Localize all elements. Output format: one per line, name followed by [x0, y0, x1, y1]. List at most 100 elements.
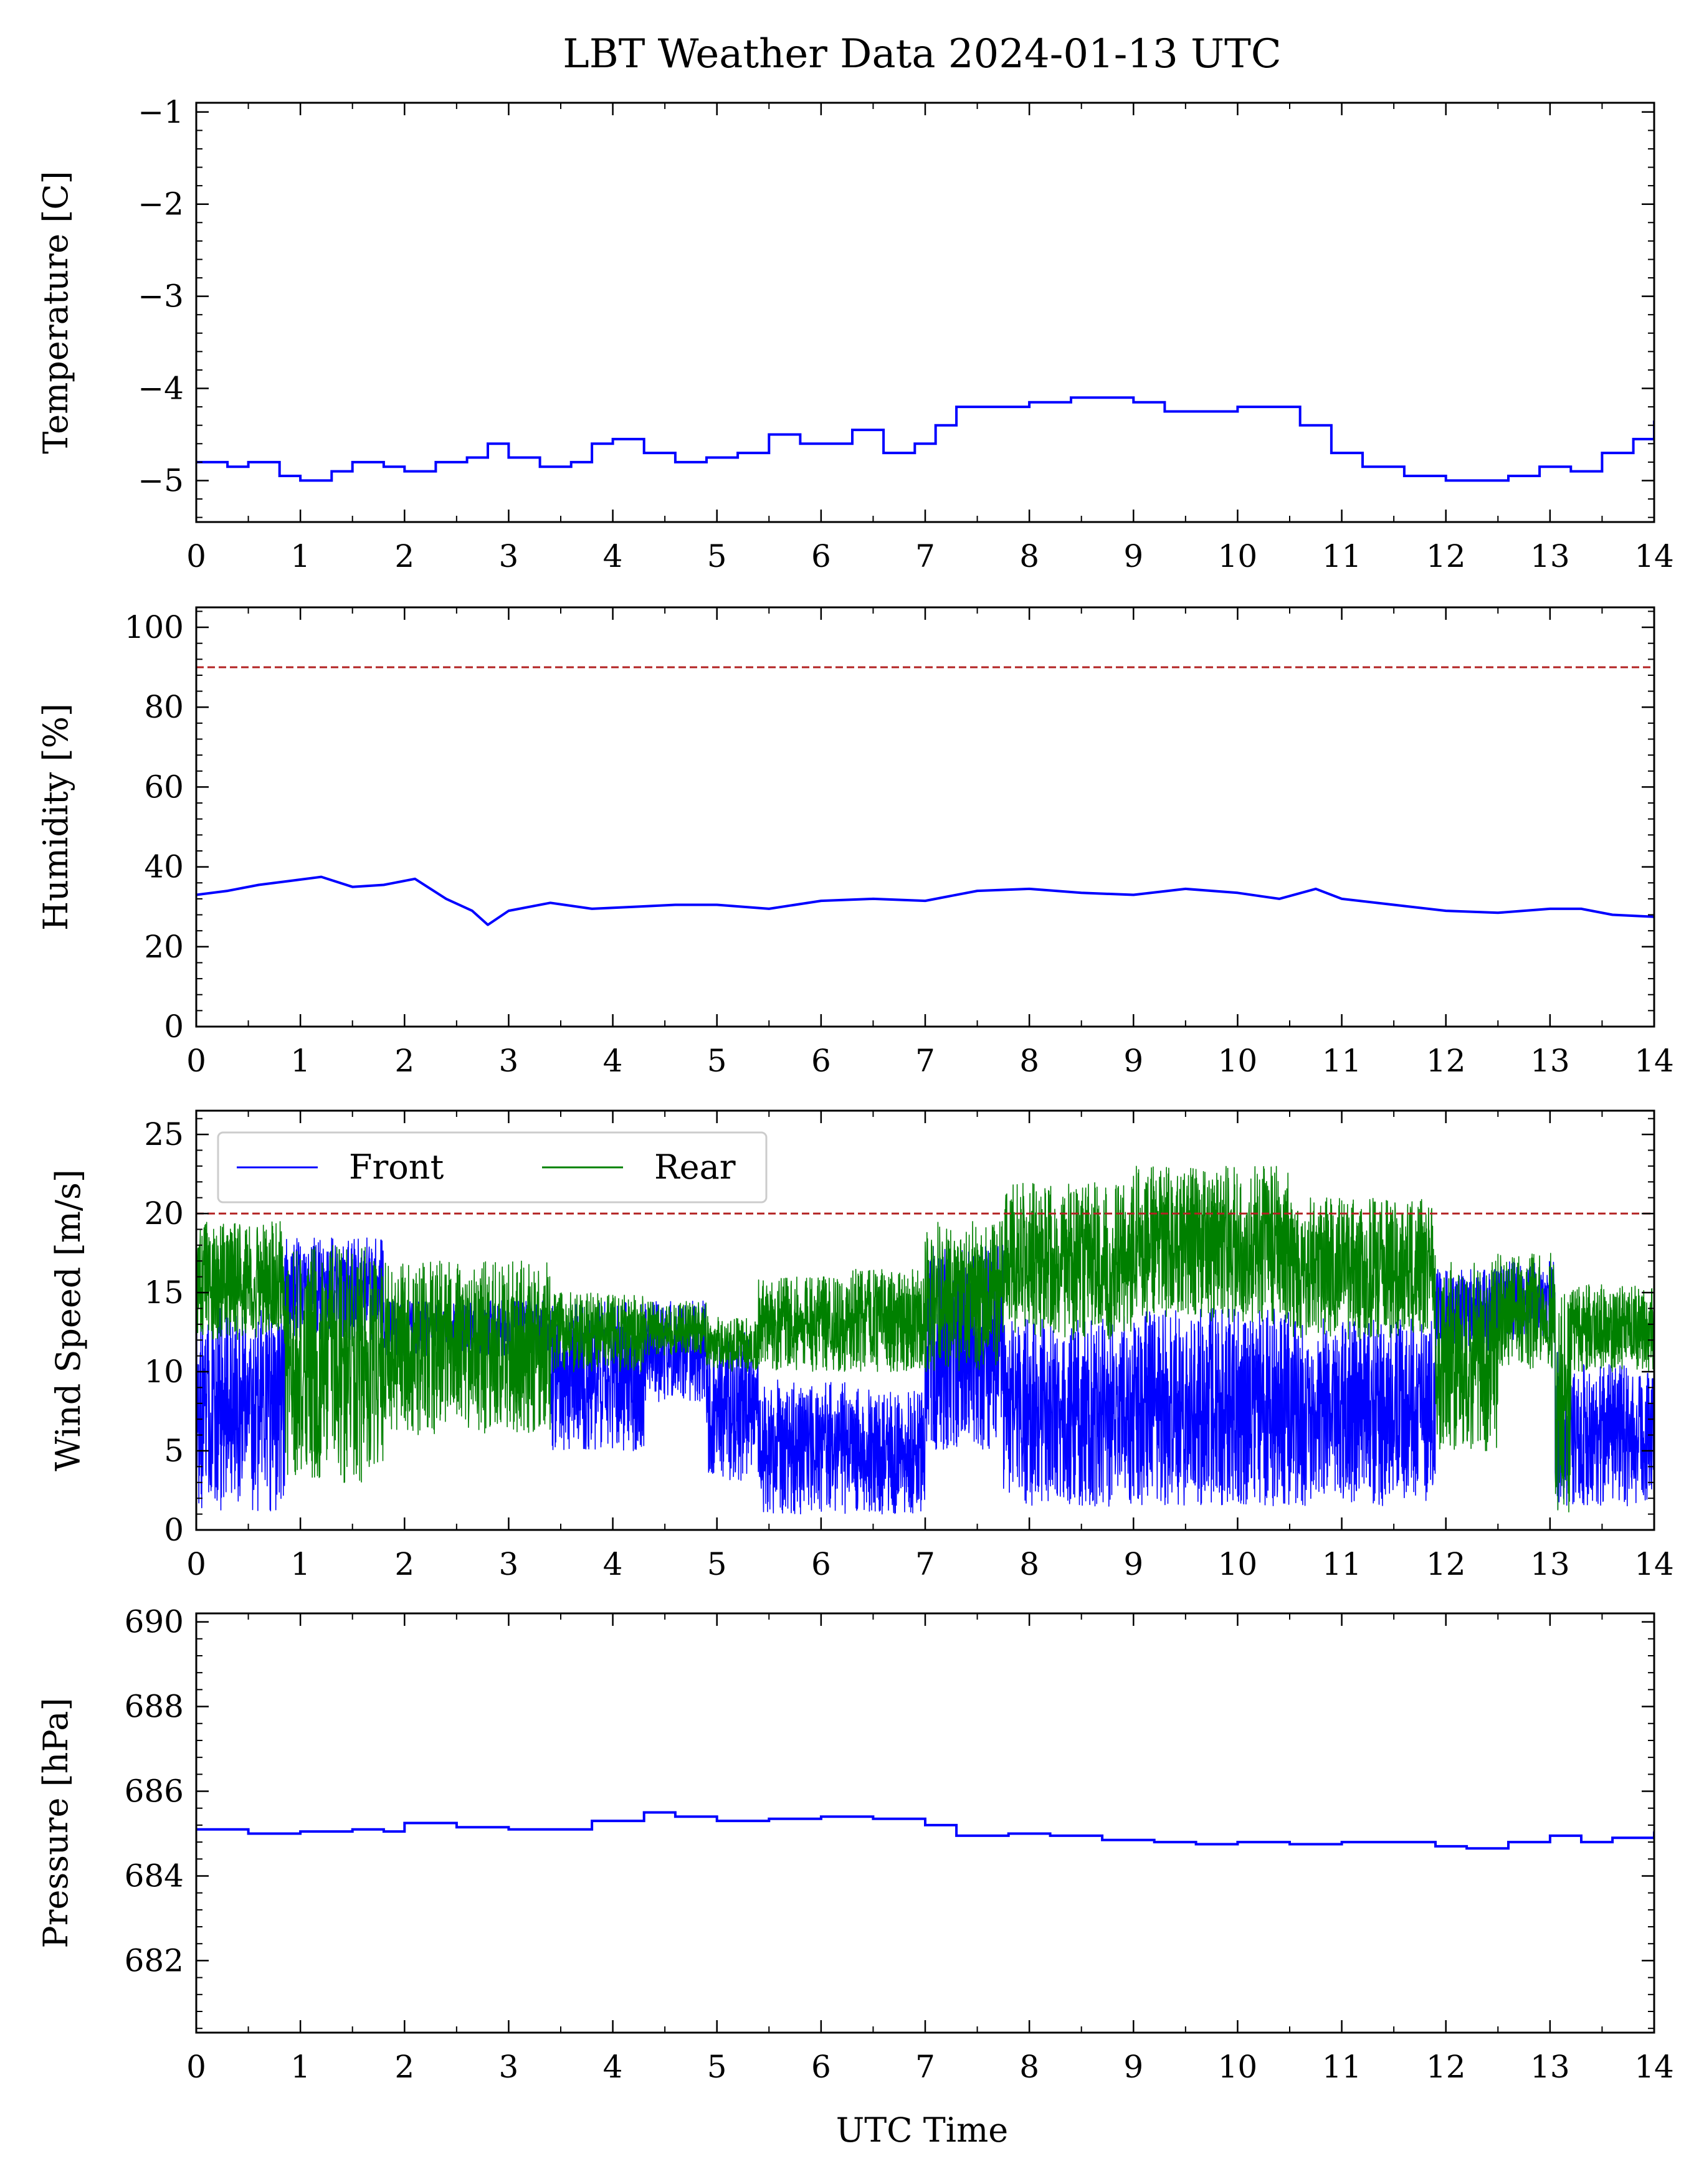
y-tick-label: 688: [125, 1689, 184, 1725]
y-tick-label: 5: [164, 1433, 184, 1469]
x-tick-label: 9: [1123, 2049, 1143, 2085]
x-tick-label: 7: [915, 2049, 935, 2085]
x-tick-label: 1: [290, 1546, 310, 1582]
y-tick-label: −5: [138, 462, 184, 498]
panels-group: 0 1 2 3 4 5 6 7 8 9 10 11 12 13 14−5−4−3−2−1Temperatur…: [36, 94, 1674, 2085]
y-tick-label: 60: [144, 769, 184, 805]
x-tick-label: 2: [394, 1546, 414, 1582]
y-axis-title: Temperature [C]: [36, 171, 75, 453]
legend-front-label: Front: [349, 1147, 444, 1187]
x-tick-label: 6: [811, 1043, 831, 1079]
x-tick-label: 13: [1530, 1043, 1570, 1079]
plot-area: [196, 1811, 1654, 1850]
y-tick-label: 684: [125, 1858, 184, 1894]
series-rear-line: [196, 1166, 1654, 1512]
x-axis-title: UTC Time: [836, 2110, 1008, 2150]
y-tick-label: −2: [138, 186, 184, 222]
series-line-line: [196, 875, 1654, 926]
plot-area: [196, 1166, 1654, 1515]
x-tick-label: 0: [186, 2049, 206, 2085]
x-tick-label: 14: [1634, 2049, 1674, 2085]
y-tick-label: 10: [144, 1354, 184, 1390]
series-line-line: [196, 1811, 1654, 1850]
x-tick-label: 3: [499, 538, 519, 574]
y-tick-label: −3: [138, 278, 184, 315]
x-tick-label: 9: [1123, 1043, 1143, 1079]
x-tick-label: 8: [1019, 2049, 1039, 2085]
y-tick-label: 20: [144, 1195, 184, 1232]
x-tick-label: 11: [1322, 538, 1362, 574]
panel-2: 0 1 2 3 4 5 6 7 8 9 10 11 12 13 14020406080100Humidity…: [36, 606, 1674, 1079]
x-tick-label: 13: [1530, 1546, 1570, 1582]
x-tick-label: 7: [915, 538, 935, 574]
x-tick-label: 14: [1634, 538, 1674, 574]
x-tick-label: 11: [1322, 1043, 1362, 1079]
y-tick-label: 0: [164, 1512, 184, 1548]
x-tick-label: 13: [1530, 538, 1570, 574]
y-tick-label: −4: [138, 371, 184, 407]
x-tick-label: 12: [1426, 1546, 1466, 1582]
x-tick-label: 5: [707, 1043, 727, 1079]
panel-1: 0 1 2 3 4 5 6 7 8 9 10 11 12 13 14−5−4−3−2−1Temperatur…: [36, 94, 1674, 574]
x-tick-label: 2: [394, 2049, 414, 2085]
plot-area: [196, 875, 1654, 926]
legend-box: [217, 1131, 768, 1204]
x-tick-label: 6: [811, 2049, 831, 2085]
x-tick-label: 1: [290, 1043, 310, 1079]
x-tick-label: 4: [603, 1043, 623, 1079]
y-axis-title: Pressure [hPa]: [36, 1697, 75, 1948]
x-tick-label: 12: [1426, 1043, 1466, 1079]
y-tick-label: 25: [144, 1116, 184, 1152]
y-tick-label: −1: [138, 94, 184, 130]
x-tick-label: 5: [707, 2049, 727, 2085]
plot-area: [196, 396, 1654, 482]
x-tick-label: 14: [1634, 1043, 1674, 1079]
x-tick-label: 8: [1019, 1043, 1039, 1079]
x-tick-label: 9: [1123, 1546, 1143, 1582]
x-tick-label: 0: [186, 538, 206, 574]
x-tick-label: 3: [499, 1546, 519, 1582]
y-axis-title: Wind Speed [m/s]: [49, 1169, 88, 1471]
x-tick-label: 7: [915, 1546, 935, 1582]
y-tick-label: 80: [144, 689, 184, 725]
x-tick-label: 2: [394, 1043, 414, 1079]
y-tick-label: 100: [125, 609, 184, 645]
x-tick-label: 10: [1218, 1043, 1258, 1079]
panel-4: 0 1 2 3 4 5 6 7 8 9 10 11 12 13 14682684686688690Press…: [36, 1604, 1674, 2085]
x-tick-label: 0: [186, 1546, 206, 1582]
x-tick-label: 12: [1426, 2049, 1466, 2085]
figure-title: LBT Weather Data 2024-01-13 UTC: [563, 31, 1282, 77]
x-tick-label: 4: [603, 1546, 623, 1582]
y-tick-label: 40: [144, 849, 184, 885]
legend-rear-label: Rear: [654, 1147, 736, 1187]
x-tick-label: 4: [603, 2049, 623, 2085]
x-tick-label: 10: [1218, 2049, 1258, 2085]
x-tick-label: 2: [394, 538, 414, 574]
x-tick-label: 10: [1218, 538, 1258, 574]
x-tick-label: 9: [1123, 538, 1143, 574]
x-tick-label: 8: [1019, 538, 1039, 574]
x-tick-label: 11: [1322, 2049, 1362, 2085]
y-tick-label: 682: [125, 1942, 184, 1978]
x-tick-label: 7: [915, 1043, 935, 1079]
x-tick-label: 4: [603, 538, 623, 574]
x-tick-label: 0: [186, 1043, 206, 1079]
y-tick-label: 20: [144, 929, 184, 965]
x-tick-label: 3: [499, 2049, 519, 2085]
y-tick-label: 690: [125, 1604, 184, 1640]
x-tick-label: 11: [1322, 1546, 1362, 1582]
x-tick-label: 1: [290, 538, 310, 574]
x-tick-label: 1: [290, 2049, 310, 2085]
x-tick-label: 8: [1019, 1546, 1039, 1582]
y-axis-title: Humidity [%]: [36, 703, 75, 931]
x-tick-label: 6: [811, 538, 831, 574]
x-tick-label: 14: [1634, 1546, 1674, 1582]
x-tick-label: 5: [707, 1546, 727, 1582]
y-tick-label: 0: [164, 1009, 184, 1045]
legend: Front Rear: [217, 1131, 768, 1204]
x-tick-label: 3: [499, 1043, 519, 1079]
x-tick-label: 5: [707, 538, 727, 574]
axes-frame: [195, 606, 1655, 1028]
